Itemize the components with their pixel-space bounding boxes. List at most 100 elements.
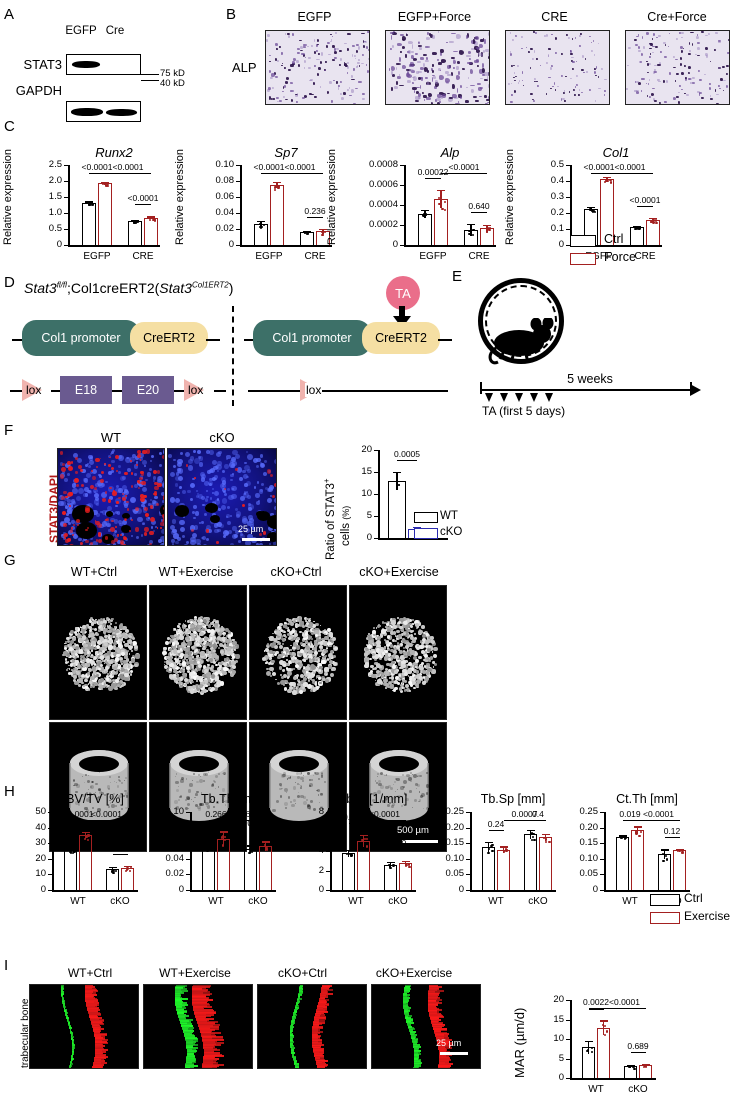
y-tick	[236, 197, 240, 198]
data-point	[652, 221, 655, 224]
data-point	[304, 231, 307, 234]
data-point	[533, 838, 536, 842]
significance-bracket	[348, 822, 364, 825]
y-tick-label: 50	[35, 806, 46, 817]
blot-lane-label-egfp: EGFP	[65, 25, 97, 37]
y-tick	[64, 197, 68, 198]
data-point	[643, 1066, 646, 1069]
x-tick-label: CRE	[634, 251, 656, 262]
data-point	[681, 851, 684, 854]
data-point	[590, 1046, 594, 1050]
panel-label-a: A	[4, 6, 15, 23]
y-tick	[374, 472, 378, 473]
error-bar	[487, 841, 490, 852]
data-point	[488, 847, 491, 850]
y-tick-label: 10	[35, 868, 46, 880]
error-cap	[421, 210, 429, 212]
data-point	[489, 226, 492, 229]
x-tick-label: cKO	[528, 896, 548, 907]
calcein-image-wt-ex	[143, 984, 253, 1069]
data-point	[593, 210, 597, 213]
data-point	[86, 838, 90, 842]
y-tick-label: 2.5	[48, 159, 62, 170]
p-value-label: 0.0007	[511, 809, 538, 819]
data-point	[545, 838, 548, 841]
y-tick	[566, 181, 570, 182]
x-tick-label: CRE	[468, 251, 490, 262]
legend-swatch-cko	[414, 528, 438, 539]
data-point	[209, 848, 212, 852]
x-tick-label: cKO	[248, 896, 268, 907]
if-scale-label: 25 µm	[238, 524, 264, 534]
chart-title: Ct.Th [mm]	[616, 792, 678, 806]
error-bar	[84, 831, 87, 839]
panel-f-y-axis-label-2: cells (%)	[340, 506, 352, 546]
p-value-label: 0.689	[627, 1040, 649, 1051]
p-value-label: 0.24	[487, 818, 505, 829]
significance-bracket	[390, 848, 406, 851]
panel-label-c: C	[4, 118, 15, 135]
y-tick	[566, 1058, 570, 1060]
y-tick	[64, 181, 68, 182]
chart-title: Tb.Sp [mm]	[480, 792, 546, 806]
y-tick-label: 0.06	[165, 837, 185, 849]
p-value-label: 0.266	[205, 809, 227, 819]
creert2-left: CreERT2	[130, 322, 208, 354]
y-tick-label: 0.05	[579, 868, 599, 880]
legend-label-h-exercise: Exercise	[684, 909, 731, 923]
data-point	[443, 201, 447, 204]
error-bar	[529, 829, 532, 840]
x-tick-label: cKO	[110, 896, 130, 907]
data-point	[262, 223, 266, 226]
significance-bracket	[85, 820, 128, 822]
data-point	[628, 1065, 631, 1069]
y-tick	[236, 245, 240, 246]
y-axis	[570, 1000, 572, 1078]
chart-title: Tb.Th [mm]	[201, 792, 265, 806]
error-cap	[81, 831, 90, 834]
x-axis	[604, 890, 690, 892]
significance-bracket	[637, 820, 680, 822]
data-point	[486, 230, 489, 233]
ct-trabecular-cko-ex	[349, 585, 447, 720]
data-point	[631, 1066, 635, 1069]
data-point	[665, 855, 668, 858]
y-tick-label: 0.25	[445, 806, 465, 817]
data-point	[321, 231, 325, 235]
data-point	[248, 852, 251, 855]
legend-swatch-ctrl	[570, 235, 596, 247]
alp-title-cre-force: Cre+Force	[647, 10, 707, 24]
y-tick	[326, 812, 330, 813]
y-tick	[64, 245, 68, 246]
ct-cortical-wt-ex	[149, 722, 247, 852]
y-tick	[566, 1039, 570, 1040]
y-tick	[566, 1000, 570, 1001]
error-bar	[587, 1040, 590, 1054]
data-point	[486, 227, 489, 230]
panel-d-title-stat3b: Stat3	[159, 280, 192, 296]
y-tick	[64, 229, 68, 230]
y-tick	[48, 874, 52, 876]
y-axis-label: Relative expression	[174, 149, 186, 245]
ta-dose-arrow	[530, 393, 538, 402]
data-point	[126, 867, 129, 870]
y-axis	[240, 165, 242, 245]
y-tick	[566, 1078, 570, 1079]
y-tick	[64, 165, 68, 166]
significance-bracket	[112, 853, 128, 855]
data-point	[491, 849, 494, 853]
legend-swatch-h-ctrl	[650, 894, 680, 906]
data-point	[222, 835, 225, 838]
data-point	[666, 857, 669, 861]
y-axis	[190, 812, 192, 890]
error-cap	[401, 860, 410, 863]
data-point	[321, 230, 324, 233]
bar	[128, 221, 142, 245]
data-point	[389, 866, 392, 869]
data-point	[322, 230, 325, 233]
panel-d-title-paren: )	[228, 280, 234, 296]
p-value-label: 0.495	[247, 818, 269, 829]
y-tick-label: 0	[558, 1072, 564, 1083]
y-axis-label: Relative expression	[326, 149, 338, 245]
bar	[259, 846, 272, 890]
